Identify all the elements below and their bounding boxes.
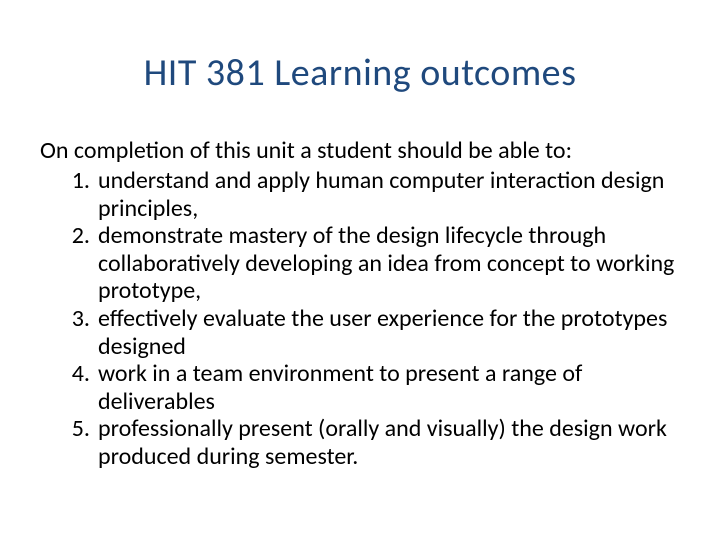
slide: HIT 381 Learning outcomes On completion … xyxy=(0,50,720,540)
list-text: work in a team environment to present a … xyxy=(98,359,582,416)
slide-body: On completion of this unit a student sho… xyxy=(0,136,720,471)
list-number: 3. xyxy=(60,305,90,333)
list-text: demonstrate mastery of the design lifecy… xyxy=(98,221,674,305)
list-item: 1.understand and apply human computer in… xyxy=(74,167,680,222)
intro-text: On completion of this unit a student sho… xyxy=(40,136,680,165)
list-number: 4. xyxy=(60,360,90,388)
outcomes-list: 1. understand and apply human computer in… xyxy=(40,167,680,471)
slide-title: HIT 381 Learning outcomes xyxy=(0,50,720,96)
list-item: 5.professionally present (orally and vis… xyxy=(74,415,680,470)
list-item: 3.effectively evaluate the user experien… xyxy=(74,305,680,360)
list-text: professionally present (orally and visua… xyxy=(98,414,667,471)
list-number: 1. xyxy=(60,167,90,195)
list-item: 2.demonstrate mastery of the design life… xyxy=(74,222,680,305)
list-text: understand and apply human computer inte… xyxy=(98,166,664,223)
list-text: effectively evaluate the user experience… xyxy=(98,304,667,361)
list-item: 4.work in a team environment to present … xyxy=(74,360,680,415)
list-number: 5. xyxy=(60,415,90,443)
list-number: 2. xyxy=(60,222,90,250)
